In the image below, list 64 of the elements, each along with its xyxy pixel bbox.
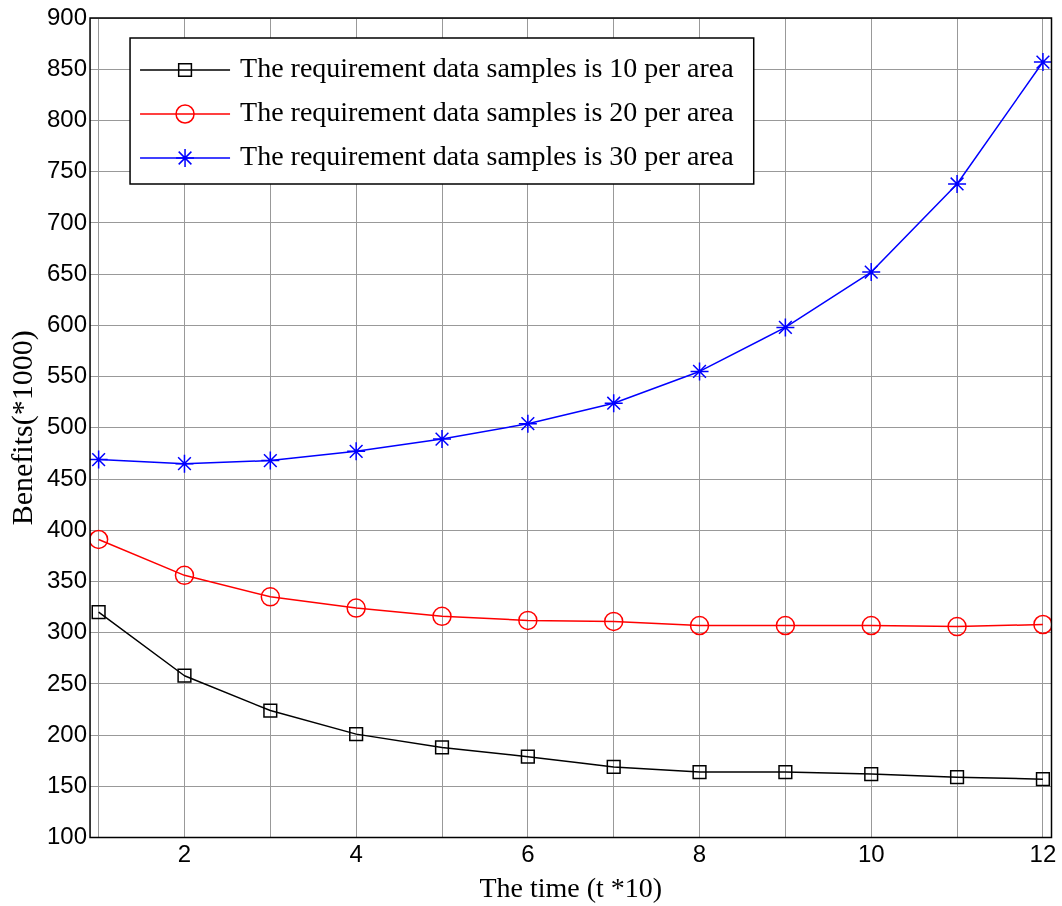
- y-tick-label: 400: [47, 514, 88, 542]
- point: [177, 668, 192, 683]
- point: [775, 615, 796, 636]
- point: [520, 749, 535, 764]
- point: [606, 759, 621, 775]
- point: [1033, 52, 1052, 72]
- x-tick-label: 6: [521, 839, 535, 867]
- x-tick-label: 4: [349, 839, 363, 867]
- point: [518, 413, 538, 434]
- point: [864, 766, 879, 782]
- x-tick-label: 10: [857, 839, 885, 867]
- point: [260, 587, 281, 607]
- x-axis-title: The time (t *10): [479, 871, 663, 903]
- point: [861, 615, 881, 636]
- legend-label: The requirement data samples is 20 per area: [240, 96, 735, 128]
- point: [692, 764, 707, 780]
- point: [432, 429, 452, 449]
- y-tick-label: 250: [47, 668, 88, 696]
- point: [689, 361, 710, 382]
- x-tick-label: 2: [177, 839, 192, 867]
- y-tick-label: 650: [47, 258, 88, 286]
- point: [689, 615, 710, 636]
- point: [91, 605, 106, 620]
- y-tick-label: 150: [47, 771, 88, 798]
- point: [260, 450, 281, 471]
- y-tick-label: 750: [47, 156, 88, 184]
- point: [174, 453, 195, 474]
- y-tick-label: 200: [47, 719, 88, 747]
- point: [603, 611, 624, 632]
- y-axis-title: Benefits(*1000): [4, 330, 39, 526]
- point: [90, 449, 109, 470]
- point: [861, 262, 881, 282]
- x-tick-label: 12: [1029, 839, 1057, 867]
- y-tick-label: 600: [47, 309, 88, 337]
- point: [90, 529, 109, 550]
- y-tick-label: 350: [47, 566, 88, 594]
- point: [775, 317, 796, 338]
- point: [434, 740, 450, 755]
- point: [349, 727, 364, 742]
- point: [947, 174, 967, 194]
- point: [949, 770, 965, 785]
- y-tick-label: 550: [47, 361, 88, 389]
- x-tick-label: 8: [692, 839, 707, 867]
- point: [1033, 614, 1052, 635]
- point: [603, 393, 624, 413]
- y-tick-label: 700: [47, 207, 88, 235]
- y-tick-label: 850: [47, 53, 88, 81]
- point: [263, 703, 278, 718]
- y-tick-label: 900: [47, 2, 88, 30]
- y-tick-label: 450: [47, 463, 88, 491]
- point: [518, 610, 538, 631]
- y-tick-label: 300: [47, 617, 88, 645]
- legend-label: The requirement data samples is 10 per area: [240, 52, 735, 84]
- point: [1035, 772, 1051, 787]
- y-tick-label: 100: [47, 822, 88, 850]
- point: [174, 565, 195, 586]
- legend-label: The requirement data samples is 30 per area: [240, 140, 735, 172]
- point: [432, 606, 452, 627]
- point: [346, 441, 366, 462]
- y-tick-label: 500: [47, 412, 88, 440]
- point: [346, 598, 366, 618]
- point: [947, 616, 967, 637]
- point: [778, 764, 793, 780]
- y-tick-label: 800: [47, 105, 88, 133]
